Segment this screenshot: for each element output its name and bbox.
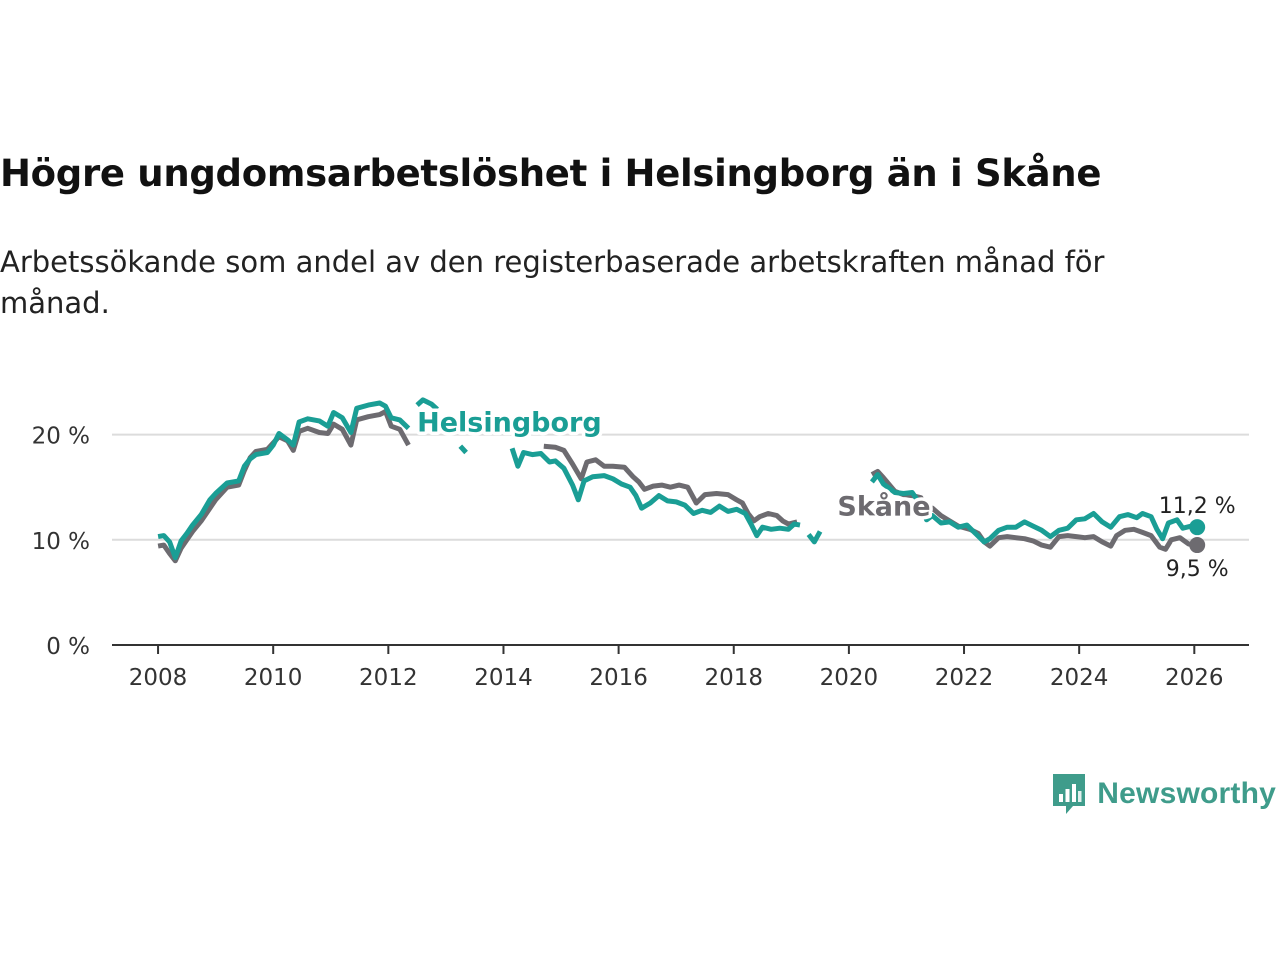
series-line-sk-ne: [543, 443, 798, 527]
series-line-helsingborg: [869, 472, 1198, 545]
x-tick-label: 2016: [589, 665, 648, 691]
chart-title: Högre ungdomsarbetslöshet i Helsingborg …: [0, 152, 1102, 195]
y-axis-labels: 0 % 10 % 20 %: [32, 424, 90, 660]
end-point-sk-ne: [1189, 537, 1206, 554]
y-tick-label: 20 %: [32, 424, 90, 450]
x-tick-label: 2014: [474, 665, 533, 691]
y-tick-label: 10 %: [32, 529, 90, 555]
x-tick-label: 2008: [129, 665, 188, 691]
x-tick-label: 2018: [704, 665, 763, 691]
series-line-helsingborg: [806, 530, 823, 545]
series-line-helsingborg: [157, 400, 411, 561]
series-line-helsingborg: [415, 397, 439, 412]
x-axis: 2008 2010 2012 2014 2016 2018 2020 2022 2024 2026: [112, 644, 1249, 691]
x-tick-label: 2022: [935, 665, 994, 691]
line-chart: 0 % 10 % 20 % 2008 2010 2012 2014 2016 2018 2020…: [32, 397, 1249, 691]
series-line-helsingborg: [458, 444, 468, 455]
chart-subtitle: Arbetssökande som andel av den registerb…: [0, 245, 1105, 320]
end-point-helsingborg: [1189, 519, 1206, 536]
brand-name: Newsworthy: [1097, 777, 1276, 810]
series-label-halo-sk-ne: Skåne: [837, 491, 930, 523]
end-value-label-sk-ne: 9,5 %: [1166, 557, 1229, 582]
series-label-sk-ne: Skåne: [837, 491, 930, 523]
x-tick-label: 2012: [359, 665, 418, 691]
end-value-label-helsingborg: 11,2 %: [1159, 494, 1236, 519]
series-line-sk-ne: [870, 468, 1198, 552]
brand-logo[interactable]: Newsworthy: [1051, 772, 1276, 816]
x-tick-label: 2024: [1050, 665, 1109, 691]
series-label-halo-helsingborg: Helsingborg: [417, 407, 602, 438]
series-lines: [157, 397, 1198, 564]
x-tick-label: 2010: [244, 665, 303, 691]
y-tick-label: 0 %: [46, 634, 90, 660]
series-label-helsingborg: Helsingborg: [417, 407, 602, 438]
x-tick-label: 2026: [1165, 665, 1224, 691]
series-line-helsingborg: [509, 447, 801, 539]
x-tick-label: 2020: [820, 665, 879, 691]
newsworthy-logo-icon: [1053, 774, 1086, 814]
